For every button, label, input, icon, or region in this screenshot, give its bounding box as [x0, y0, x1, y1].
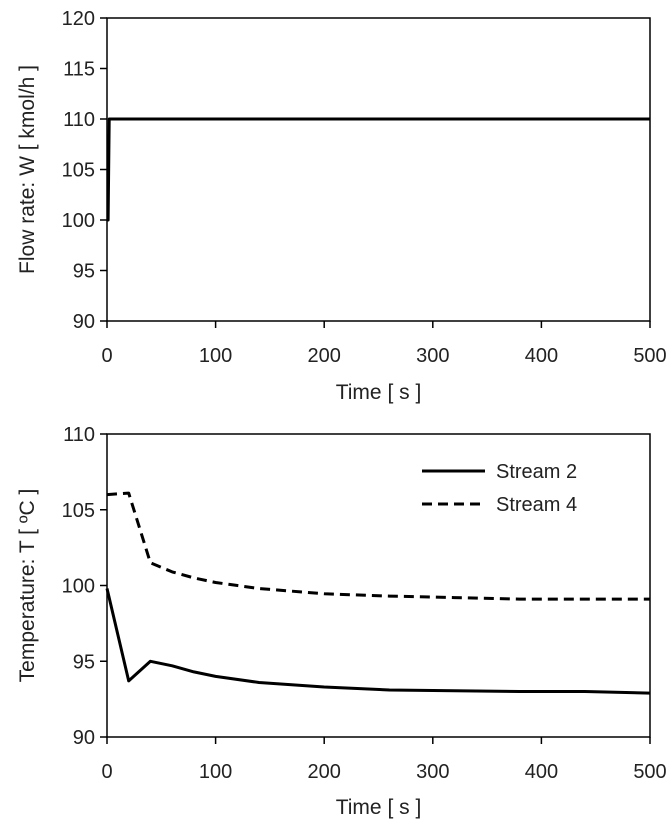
y-tick-label: 90 — [73, 727, 95, 749]
y-tick-label: 95 — [73, 651, 95, 673]
x-tick-label: 300 — [416, 761, 449, 783]
legend-label: Stream 2 — [496, 461, 577, 483]
x-tick-label: 500 — [633, 345, 666, 367]
x-tick-label: 0 — [101, 345, 112, 367]
plot-frame — [106, 17, 651, 322]
x-tick-label: 100 — [199, 761, 232, 783]
series-line-1 — [106, 117, 650, 222]
x-tick-label: 100 — [199, 345, 232, 367]
x-axis-title: Time [ s ] — [336, 381, 422, 404]
x-tick-label: 400 — [525, 761, 558, 783]
y-tick-label: 110 — [63, 424, 95, 446]
series-line-stream-2 — [105, 588, 651, 695]
y-tick-label: 105 — [62, 500, 95, 522]
x-tick-label: 500 — [633, 761, 666, 783]
chart-2: 90 95 100 105 110 0 100 200 300 400 500 Time [ s ] T… — [16, 424, 667, 819]
y-tick-label: 100 — [62, 576, 95, 598]
y-tick-label: 120 — [62, 8, 95, 30]
y-tick-label: 90 — [73, 311, 95, 333]
y-tick-label: 105 — [62, 160, 95, 182]
x-axis-title: Time [ s ] — [336, 796, 422, 819]
x-tick-label: 0 — [101, 761, 112, 783]
chart-1: 90 95 100 105 110 115 120 0 100 200 300 400 500 Time … — [16, 8, 667, 404]
y-tick-label: 100 — [62, 210, 95, 232]
y-tick-label: 110 — [63, 109, 95, 131]
x-tick-label: 400 — [525, 345, 558, 367]
x-tick-label: 300 — [416, 345, 449, 367]
y-axis-title: Temperature: T [ ºC ] — [16, 489, 39, 683]
legend: Stream 2 Stream 4 — [422, 461, 577, 516]
y-tick-label: 95 — [73, 261, 95, 283]
y-axis-title: Flow rate: W [ kmol/h ] — [16, 65, 39, 274]
legend-label: Stream 4 — [496, 494, 577, 516]
x-tick-label: 200 — [308, 345, 341, 367]
series-line-stream-4 — [106, 491, 650, 601]
y-tick-label: 115 — [63, 59, 95, 81]
x-tick-label: 200 — [308, 761, 341, 783]
